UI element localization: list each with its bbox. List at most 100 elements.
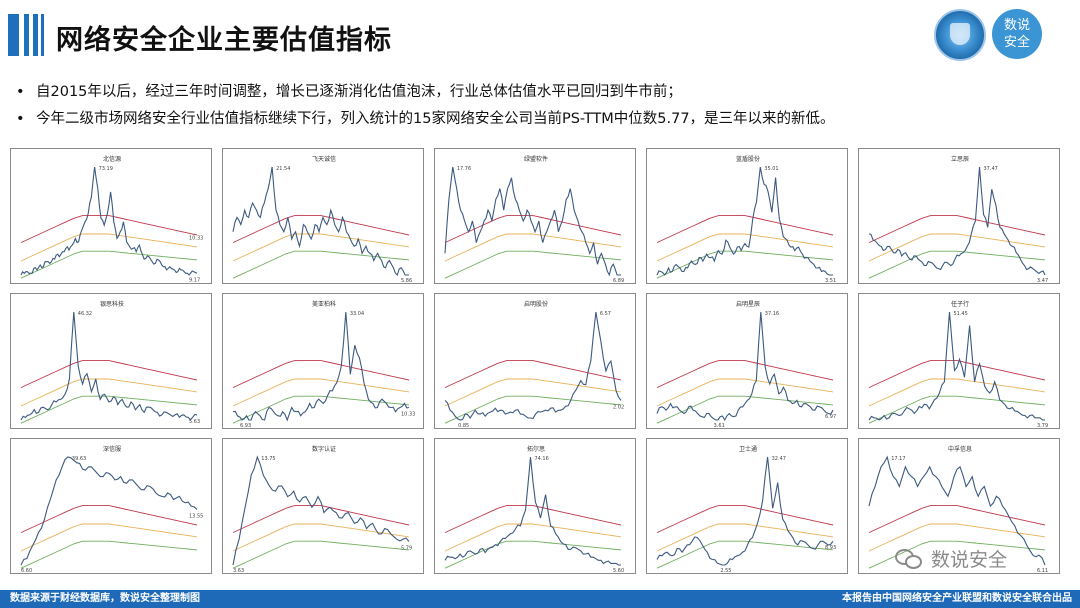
- chart-low-label: 6.93: [240, 423, 251, 429]
- chart-series-line: [232, 166, 409, 277]
- bullet-item: 自2015年以后，经过三年时间调整，增长已逐渐消化估值泡沫，行业总体估值水平已回…: [14, 82, 835, 109]
- chart-series-line: [232, 311, 410, 422]
- chart-reference-line: [444, 215, 622, 244]
- chart-peak-label: 74.16: [534, 456, 548, 462]
- wechat-icon: [895, 548, 923, 569]
- brand-badge-text: 数说 安全: [1003, 18, 1030, 50]
- chart-title: 飞天诚信: [312, 155, 336, 163]
- alliance-emblem-logo: [934, 9, 986, 61]
- chart-reference-line: [656, 505, 834, 534]
- chart-peak-label: 37.47: [984, 166, 998, 172]
- chart-reference-line: [20, 395, 198, 424]
- chart-current-label: 9.17: [189, 277, 200, 283]
- chart-title: 拓尔思: [527, 445, 545, 453]
- chart-reference-line: [868, 250, 1046, 279]
- chart-svg: 美亚柏科 33.04 10.33 6.93: [232, 300, 415, 429]
- chart-reference-line: [868, 523, 1046, 552]
- chart-current-label: 3.47: [1037, 278, 1048, 284]
- chart-peak-label: 33.04: [350, 311, 364, 317]
- chart-svg: 蓝盾股份 35.01 3.51: [656, 155, 836, 284]
- chart-reference-line: [232, 523, 410, 552]
- chart-svg: 拓尔思 74.16 5.60: [444, 445, 624, 574]
- chart-title: 美亚柏科: [312, 300, 336, 308]
- watermark-text: 数说安全: [931, 549, 1008, 571]
- chart-panel: 卫士通 32.47 8.93 2.55: [646, 438, 848, 574]
- chart-peak-label: 39.63: [72, 456, 86, 462]
- chart-title: 深信服: [103, 445, 121, 453]
- chart-series-line: [20, 456, 198, 566]
- chart-mid-label: 10.33: [189, 235, 203, 241]
- chart-peak-label: 32.47: [772, 456, 786, 462]
- chart-reference-line: [444, 523, 622, 552]
- chart-panel: 美亚柏科 33.04 10.33 6.93: [222, 293, 424, 429]
- chart-reference-line: [20, 378, 198, 407]
- chart-title: 蓝盾股份: [736, 155, 760, 163]
- chart-current-label: 3.51: [825, 278, 836, 284]
- chart-current-label: 5.63: [189, 419, 200, 425]
- chart-svg: 北信源 73.19 9.17 10.33: [20, 155, 203, 283]
- chart-panel: 蓝盾股份 35.01 3.51: [646, 148, 848, 284]
- chart-reference-line: [656, 233, 834, 262]
- chart-svg: 绿盟软件 17.76 6.89: [444, 155, 624, 284]
- chart-reference-line: [444, 505, 622, 534]
- chart-low-label: 2.55: [720, 568, 731, 574]
- chart-peak-label: 73.19: [99, 166, 113, 172]
- chart-panel: 绿盟软件 17.76 6.89: [434, 148, 636, 284]
- chart-peak-label: 37.16: [765, 311, 779, 317]
- chart-panel: 中孚信息 17.17 6.11: [858, 438, 1060, 574]
- footer-bar: 数据来源于财经数据库，数说安全整理制图 本报告由中国网络安全产业联盟和数说安全联…: [0, 590, 1080, 608]
- chart-title: 数字认证: [312, 445, 336, 453]
- chart-title: 北信源: [103, 155, 121, 163]
- chart-title: 启明星辰: [736, 300, 760, 308]
- chart-title: 中孚信息: [948, 445, 972, 453]
- chart-peak-label: 51.45: [953, 311, 967, 317]
- chart-svg: 启明股份 6.57 2.02 0.85: [444, 300, 624, 429]
- chart-current-label: 10.33: [401, 412, 415, 418]
- chart-reference-line: [232, 215, 410, 244]
- chart-reference-line: [232, 233, 410, 262]
- chart-series-line: [868, 311, 1045, 421]
- chart-series-line: [444, 166, 621, 277]
- chart-panel: 拓尔思 74.16 5.60: [434, 438, 636, 574]
- chart-reference-line: [444, 395, 622, 424]
- bullet-item: 今年二级市场网络安全行业估值指标继续下行，列入统计的15家网络安全公司当前PS-…: [14, 109, 835, 136]
- chart-series-line: [656, 166, 833, 276]
- chart-grid: 北信源 73.19 9.17 10.33 飞天诚信 21.54 5.86 绿盟软件 17.76 6…: [10, 148, 1070, 583]
- chart-series-line: [444, 456, 621, 566]
- chart-svg: 启明星辰 37.16 6.97 3.61: [656, 300, 836, 429]
- chart-low-label: 0.85: [458, 423, 469, 429]
- chart-svg: 数字认证 13.75 5.79 3.63: [232, 445, 412, 574]
- chart-reference-line: [20, 215, 198, 244]
- chart-peak-label: 46.32: [78, 311, 92, 317]
- footer-source: 数据来源于财经数据库，数说安全整理制图: [10, 593, 200, 604]
- chart-reference-line: [444, 233, 622, 262]
- chart-peak-label: 13.75: [261, 456, 275, 462]
- chart-low-label: 6.60: [21, 568, 32, 574]
- chart-peak-label: 6.57: [600, 311, 611, 317]
- watermark: 数说安全: [895, 545, 1007, 572]
- chart-current-label: 5.86: [401, 278, 412, 284]
- chart-reference-line: [232, 378, 410, 407]
- chart-reference-line: [868, 233, 1046, 262]
- chart-reference-line: [868, 395, 1046, 424]
- chart-svg: 任子行 51.45 3.79: [868, 300, 1048, 429]
- page-title: 网络安全企业主要估值指标: [56, 25, 392, 56]
- chart-reference-line: [20, 233, 198, 262]
- chart-reference-line: [868, 378, 1046, 407]
- chart-reference-line: [444, 250, 622, 279]
- chart-series-line: [868, 455, 1046, 566]
- chart-low-label: 3.63: [233, 568, 244, 574]
- chart-reference-line: [20, 250, 198, 279]
- chart-reference-line: [20, 505, 198, 534]
- chart-reference-line: [20, 523, 198, 552]
- chart-current-label: 3.79: [1037, 423, 1048, 429]
- chart-title: 启明股份: [524, 300, 548, 308]
- chart-reference-line: [868, 505, 1046, 534]
- chart-peak-label: 17.17: [891, 456, 905, 462]
- chart-panel: 深信服 39.63 13.55 6.60: [10, 438, 212, 574]
- chart-peak-label: 35.01: [764, 166, 778, 172]
- chart-reference-line: [868, 215, 1046, 244]
- chart-title: 绿盟软件: [524, 155, 548, 163]
- chart-title: 任子行: [951, 300, 969, 308]
- chart-peak-label: 17.76: [457, 166, 471, 172]
